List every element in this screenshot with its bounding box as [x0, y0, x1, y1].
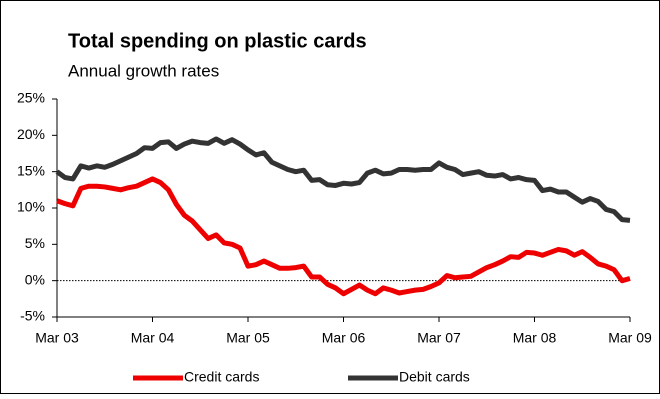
line-series: [56, 176, 631, 297]
chart-subtitle: Annual growth rates: [68, 61, 219, 80]
y-tick-label: 5%: [25, 235, 45, 251]
legend-label: Debit cards: [399, 369, 470, 385]
x-tick-label: Mar 05: [226, 330, 270, 346]
y-tick-label: 0%: [25, 271, 45, 287]
x-tick-label: Mar 03: [35, 330, 79, 346]
x-tick-label: Mar 07: [417, 330, 461, 346]
legend-label: Credit cards: [184, 369, 259, 385]
y-tick-label: -5%: [20, 308, 45, 324]
y-tick-label: 25%: [17, 90, 45, 106]
line-series: [55, 136, 631, 223]
x-tick-label: Mar 06: [322, 330, 366, 346]
x-tick-label: Mar 09: [608, 330, 652, 346]
x-tick-label: Mar 04: [131, 330, 175, 346]
x-tick-label: Mar 08: [513, 330, 557, 346]
chart-title: Total spending on plastic cards: [68, 30, 367, 52]
y-tick-label: 10%: [17, 199, 45, 215]
y-tick-label: 20%: [17, 126, 45, 142]
y-tick-label: 15%: [17, 162, 45, 178]
